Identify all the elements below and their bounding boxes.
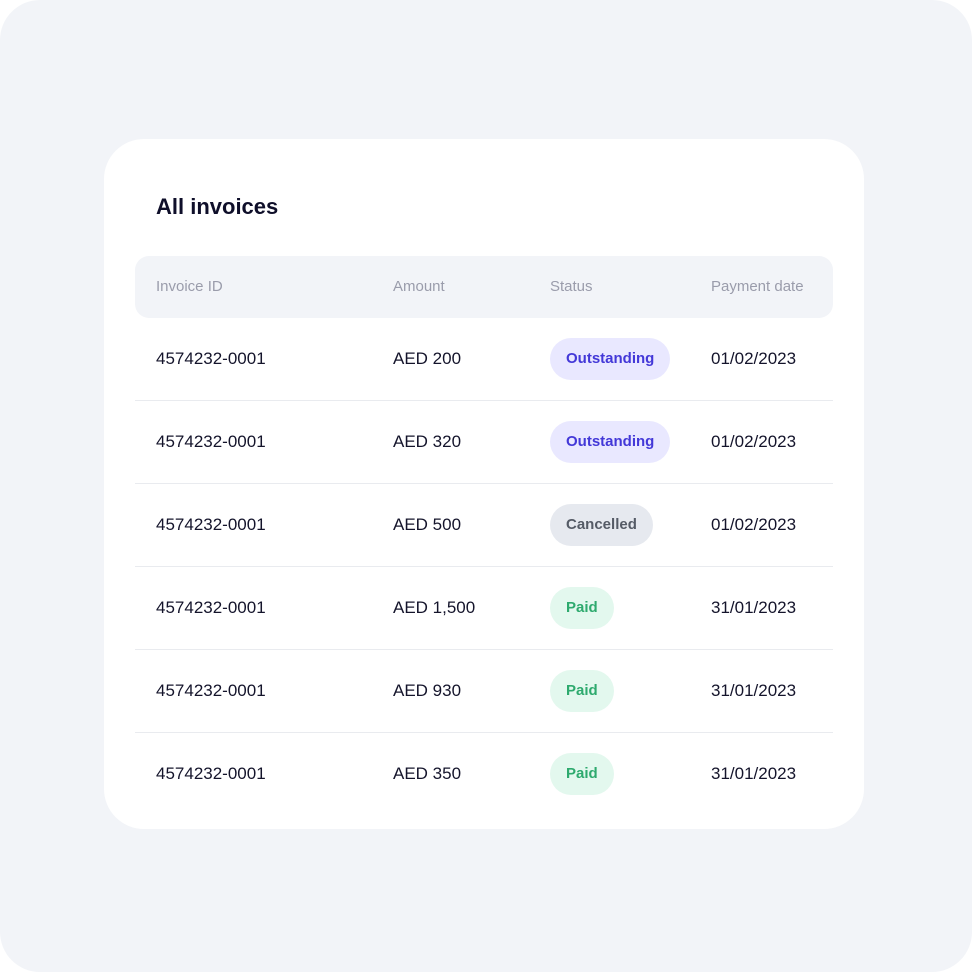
payment-date: 01/02/2023 xyxy=(711,432,797,451)
status-badge: Paid xyxy=(550,587,614,629)
invoice-id: 4574232-0001 xyxy=(156,515,266,534)
payment-date: 31/01/2023 xyxy=(711,598,797,617)
payment-date: 01/02/2023 xyxy=(711,349,797,368)
amount: AED 200 xyxy=(393,349,462,368)
table-row[interactable]: 4574232-0001 AED 320 Outstanding 01/02/2023 xyxy=(135,401,833,484)
table-row[interactable]: 4574232-0001 AED 500 Cancelled 01/02/2023 xyxy=(135,484,833,567)
column-header-status[interactable]: Status xyxy=(550,278,593,295)
page-title: All invoices xyxy=(156,194,279,219)
invoice-id: 4574232-0001 xyxy=(156,432,266,451)
table-header: Invoice ID Amount Status Payment date xyxy=(135,256,833,318)
status-badge: Outstanding xyxy=(550,421,671,463)
table-body: 4574232-0001 AED 200 Outstanding 01/02/2023… xyxy=(135,318,833,815)
invoice-id: 4574232-0001 xyxy=(156,598,266,617)
invoice-id: 4574232-0001 xyxy=(156,764,266,783)
status-badge: Paid xyxy=(550,753,614,795)
amount: AED 930 xyxy=(393,681,462,700)
invoices-card: All invoices Invoice ID Amount Status Pa… xyxy=(104,139,864,829)
status-badge: Paid xyxy=(550,670,614,712)
column-header-amount[interactable]: Amount xyxy=(393,278,445,295)
column-header-invoice-id[interactable]: Invoice ID xyxy=(156,278,223,295)
table-row[interactable]: 4574232-0001 AED 1,500 Paid 31/01/2023 xyxy=(135,567,833,650)
amount: AED 500 xyxy=(393,515,462,534)
column-header-payment-date[interactable]: Payment date xyxy=(711,278,804,295)
status-badge: Cancelled xyxy=(550,504,653,546)
table-row[interactable]: 4574232-0001 AED 930 Paid 31/01/2023 xyxy=(135,650,833,733)
payment-date: 31/01/2023 xyxy=(711,764,797,783)
payment-date: 31/01/2023 xyxy=(711,681,797,700)
amount: AED 1,500 xyxy=(393,598,476,617)
status-badge: Outstanding xyxy=(550,338,671,380)
table-row[interactable]: 4574232-0001 AED 200 Outstanding 01/02/2023 xyxy=(135,318,833,401)
payment-date: 01/02/2023 xyxy=(711,515,797,534)
amount: AED 320 xyxy=(393,432,462,451)
invoice-id: 4574232-0001 xyxy=(156,681,266,700)
invoice-id: 4574232-0001 xyxy=(156,349,266,368)
table-row[interactable]: 4574232-0001 AED 350 Paid 31/01/2023 xyxy=(135,733,833,815)
amount: AED 350 xyxy=(393,764,462,783)
